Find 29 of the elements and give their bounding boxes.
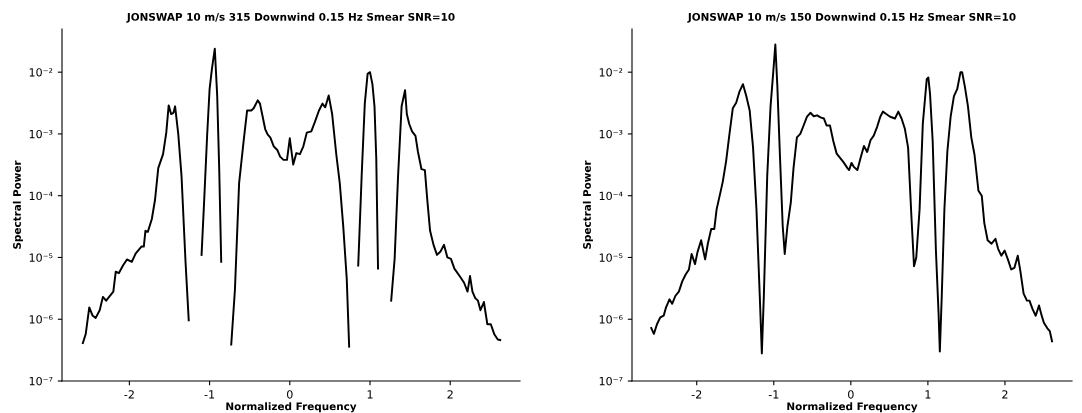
y-tick-label: 10⁻³ [29,129,53,139]
y-tick-label: 10⁻³ [599,129,623,139]
x-tick-label: -2 [691,390,702,399]
y-tick-label: 10⁻⁴ [599,191,623,201]
x-axis-title: Normalized Frequency [787,402,918,413]
x-tick-label: -1 [204,390,215,399]
x-tick-label: 0 [286,390,293,399]
y-axis-title: Spectral Power [582,160,593,249]
y-tick-label: 10⁻⁷ [599,376,623,386]
x-tick-label: -1 [768,390,779,399]
x-tick-label: 2 [447,390,453,399]
x-tick-label: 1 [367,390,373,399]
chart-title: JONSWAP 10 m/s 315 Downwind 0.15 Hz Smear SNR=10 [126,12,455,23]
x-tick-label: 2 [1002,390,1008,399]
y-tick-label: 10⁻⁵ [29,253,53,262]
x-tick-label: 0 [848,390,854,399]
y-tick-label: 10⁻⁶ [29,315,53,324]
x-tick-label: -2 [124,390,134,399]
y-tick-label: 10⁻⁷ [29,376,53,386]
x-axis-title: Normalized Frequency [226,402,357,413]
y-tick-label: 10⁻² [599,68,623,77]
line-series [650,43,1054,355]
y-axis-title: Spectral Power [12,160,23,249]
y-tick-label: 10⁻⁴ [29,191,53,201]
y-tick-label: 10⁻⁶ [599,315,623,324]
x-tick-label: 1 [925,390,931,399]
y-tick-label: 10⁻² [29,68,53,77]
chart-title: JONSWAP 10 m/s 150 Downwind 0.15 Hz Smear SNR=10 [687,12,1016,23]
y-tick-label: 10⁻⁵ [599,253,623,262]
